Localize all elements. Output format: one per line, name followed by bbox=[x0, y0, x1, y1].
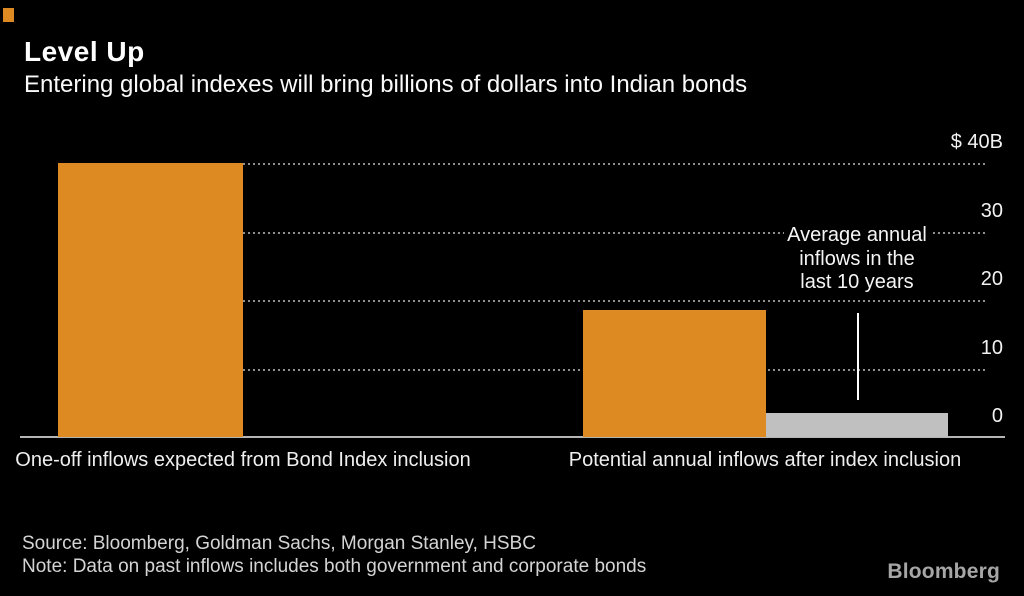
annotation-text-line: last 10 years bbox=[797, 271, 917, 295]
annotation-average-annual-inflows: Average annual inflows in the last 10 ye… bbox=[747, 224, 967, 295]
annotation-text-line: Average annual bbox=[784, 224, 930, 248]
bar-potential-annual-inflows bbox=[583, 310, 766, 437]
y-axis-tick-label-20: 20 bbox=[980, 268, 1003, 290]
accent-mark bbox=[3, 8, 14, 22]
x-axis-label-potential-annual-inflows: Potential annual inflows after index inc… bbox=[568, 449, 962, 471]
gridline-20 bbox=[58, 300, 985, 302]
note-text: Note: Data on past inflows includes both… bbox=[22, 556, 647, 577]
bar-one-off-inflows bbox=[58, 163, 243, 437]
gridline-30 bbox=[58, 232, 985, 234]
annotation-pointer-line bbox=[857, 313, 859, 400]
gridline-10 bbox=[58, 369, 985, 371]
bar-average-annual-inflows bbox=[766, 413, 948, 437]
y-axis-tick-label-40: $ 40B bbox=[950, 131, 1003, 153]
chart-title: Level Up bbox=[24, 36, 145, 67]
source-text: Source: Bloomberg, Goldman Sachs, Morgan… bbox=[22, 533, 536, 554]
y-axis-tick-label-0: 0 bbox=[991, 405, 1003, 427]
y-axis-tick-label-10: 10 bbox=[980, 337, 1003, 359]
x-axis-label-one-off-inflows: One-off inflows expected from Bond Index… bbox=[15, 449, 471, 471]
x-axis-baseline bbox=[20, 436, 1005, 438]
bloomberg-logo: Bloomberg bbox=[887, 560, 1000, 583]
gridline-40 bbox=[58, 163, 985, 165]
y-axis-tick-label-30: 30 bbox=[980, 200, 1003, 222]
chart-subtitle: Entering global indexes will bring billi… bbox=[24, 71, 748, 98]
annotation-text-line: inflows in the bbox=[796, 247, 918, 271]
